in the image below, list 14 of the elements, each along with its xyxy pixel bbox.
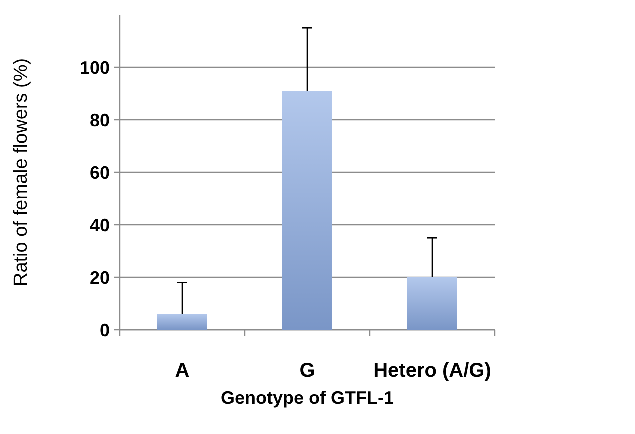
bar — [408, 278, 458, 330]
y-tick-label: 60 — [90, 162, 110, 183]
y-tick-label: 40 — [90, 215, 110, 236]
bar — [282, 91, 332, 330]
x-axis-title: Genotype of GTFL-1 — [221, 388, 394, 408]
y-axis-title: Ratio of female flowers (%) — [11, 58, 32, 287]
y-tick-label: 20 — [90, 268, 110, 288]
y-tick-label: 0 — [100, 320, 110, 340]
y-tick-label: 80 — [90, 110, 110, 130]
x-tick-label: Hetero (A/G) — [374, 360, 492, 382]
x-tick-label: G — [300, 360, 316, 382]
x-tick-label: A — [175, 360, 190, 382]
bar — [158, 314, 208, 330]
y-tick-label: 100 — [80, 58, 110, 78]
